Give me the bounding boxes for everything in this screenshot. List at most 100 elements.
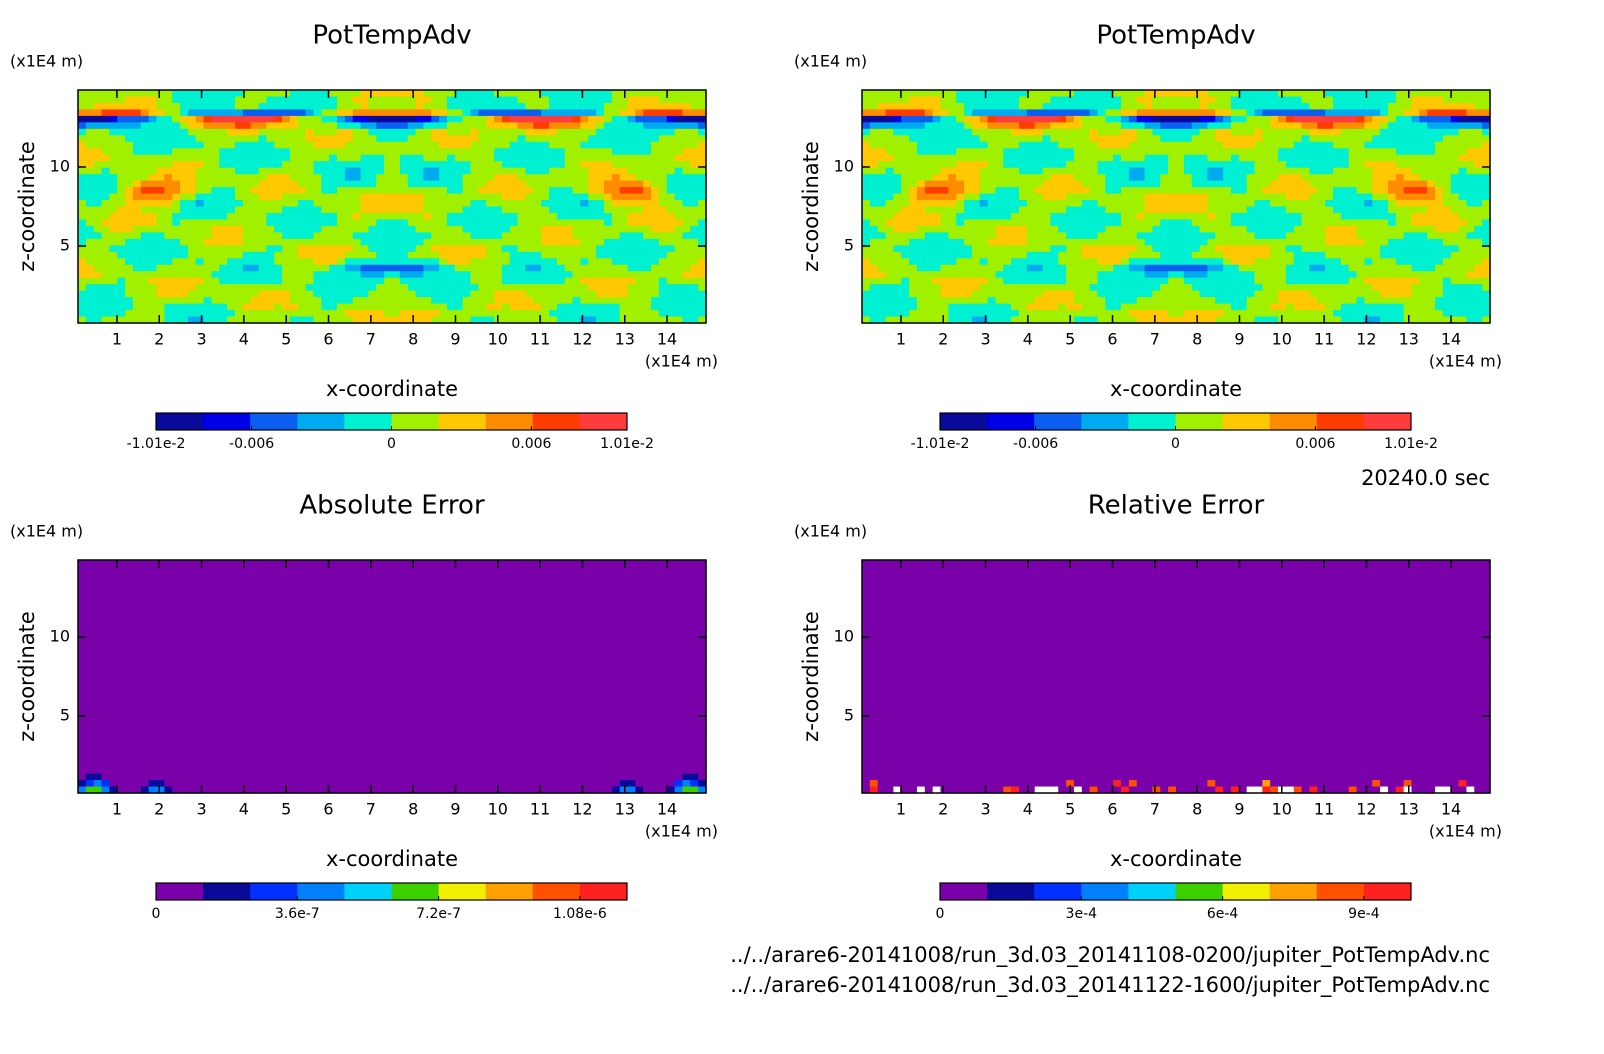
field-cell (651, 258, 660, 266)
field-cell (1128, 187, 1138, 195)
field-cell (352, 264, 362, 272)
field-cell (635, 109, 644, 117)
field-cell (619, 122, 629, 130)
field-cell (509, 154, 519, 162)
field-cell (893, 187, 902, 195)
field-cell (1301, 219, 1311, 227)
field-cell (1199, 212, 1208, 221)
field-cell (932, 310, 942, 318)
field-cell (643, 206, 652, 214)
field-cell (940, 122, 949, 130)
field-cell (1042, 271, 1051, 279)
field-cell (227, 90, 236, 98)
field-cell (478, 128, 487, 136)
field-cell (509, 122, 519, 130)
field-cell (344, 206, 354, 214)
field-cell (1105, 109, 1114, 117)
field-cell (541, 141, 550, 149)
field-cell (964, 180, 973, 188)
field-cell (156, 193, 165, 201)
field-cell (1011, 206, 1020, 214)
field-cell (1191, 264, 1201, 272)
field-cell (266, 90, 275, 98)
field-cell (407, 251, 417, 259)
field-cell (1042, 303, 1051, 311)
field-cell (360, 90, 370, 98)
field-cell (219, 174, 228, 182)
field-cell (611, 180, 621, 188)
field-cell (1034, 154, 1044, 162)
field-cell (454, 219, 464, 227)
field-cell (987, 135, 997, 143)
field-cell (987, 193, 997, 201)
field-cell (995, 102, 1004, 111)
field-cell (1089, 174, 1099, 182)
field-cell (1183, 232, 1193, 240)
field-cell (1183, 271, 1193, 279)
field-cell (509, 264, 519, 272)
field-cell (596, 180, 605, 188)
field-cell (932, 238, 942, 246)
field-cell (78, 232, 87, 240)
field-cell (470, 251, 479, 259)
field-cell (337, 187, 346, 195)
field-cell (580, 154, 589, 162)
field-cell (885, 297, 894, 305)
field-cell (1003, 154, 1012, 162)
field-cell (611, 96, 621, 104)
field-cell (344, 232, 354, 240)
field-cell (1168, 115, 1177, 123)
field-cell (140, 109, 150, 117)
field-cell (242, 128, 252, 136)
field-cell (588, 316, 597, 324)
field-cell (313, 206, 322, 214)
field-cell (924, 316, 934, 324)
field-cell (297, 206, 307, 214)
field-cell (282, 141, 291, 149)
field-cell (1270, 284, 1279, 292)
field-cell (1128, 180, 1138, 188)
field-cell (1270, 135, 1279, 143)
field-cell (987, 206, 997, 214)
field-cell (525, 187, 534, 195)
field-cell (556, 154, 566, 162)
field-cell (862, 303, 871, 311)
field-cell (1168, 238, 1177, 246)
field-cell (564, 212, 574, 221)
field-cell (78, 180, 87, 188)
field-cell (85, 232, 95, 240)
field-cell (916, 167, 926, 175)
field-cell (242, 180, 252, 188)
field-cell (533, 167, 542, 175)
field-cell (690, 290, 699, 298)
field-cell (101, 128, 110, 136)
field-cell (439, 115, 448, 123)
field-cell (423, 303, 432, 311)
field-cell (494, 271, 503, 279)
field-cell (132, 148, 142, 156)
field-cell (1301, 154, 1311, 162)
field-cell (478, 167, 487, 175)
field-cell (885, 141, 894, 149)
field-cell (431, 232, 440, 240)
field-cell (156, 310, 165, 318)
field-cell (603, 115, 613, 123)
field-cell (297, 193, 307, 201)
field-cell (494, 264, 503, 272)
field-cell (282, 102, 291, 111)
field-cell (415, 122, 424, 130)
field-cell (266, 200, 275, 208)
field-cell (901, 290, 910, 298)
field-cell (635, 187, 644, 195)
field-cell (368, 174, 377, 182)
field-cell (1003, 264, 1012, 272)
field-cell (1168, 290, 1177, 298)
field-cell (643, 148, 652, 156)
field-cell (266, 154, 275, 162)
field-cell (454, 238, 464, 246)
field-cell (1207, 310, 1216, 318)
field-cell (964, 212, 973, 221)
field-cell (446, 271, 456, 279)
field-cell (235, 128, 244, 136)
field-cell (313, 277, 322, 285)
